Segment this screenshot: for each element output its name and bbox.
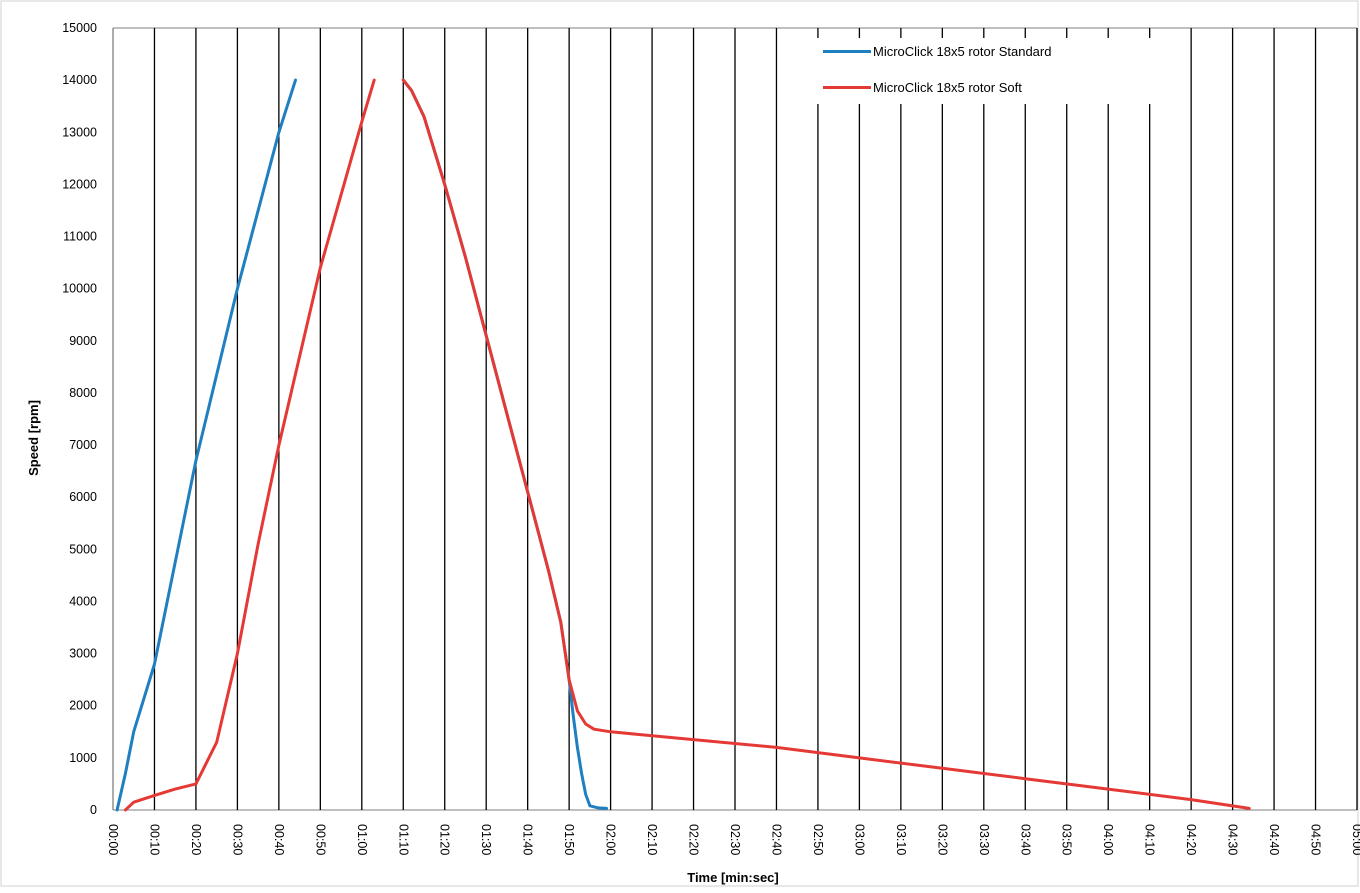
series-lines [115, 78, 1251, 812]
x-tick-label: 03:00 [852, 824, 866, 855]
x-tick-label: 02:30 [728, 824, 742, 855]
y-tick-label: 7000 [69, 438, 97, 452]
x-tick-label: 03:40 [1018, 824, 1032, 855]
x-tick-label: 02:10 [645, 824, 659, 855]
x-tick-label: 03:50 [1060, 824, 1074, 855]
legend-label-standard: MicroClick 18x5 rotor Standard [873, 43, 1052, 59]
x-axis-ticks: 00:00 00:10 00:20 00:30 00:40 00:50 01:00 01:10… [106, 824, 1360, 855]
y-tick-label: 3000 [69, 647, 97, 661]
x-tick-label: 03:30 [977, 824, 991, 855]
y-tick-label: 12000 [62, 177, 97, 191]
series-line-soft [123, 78, 1251, 812]
y-tick-label: 4000 [69, 594, 97, 608]
y-tick-label: 2000 [69, 699, 97, 713]
x-tick-label: 00:30 [230, 824, 244, 855]
x-tick-label: 04:30 [1226, 824, 1240, 855]
x-tick-label: 01:20 [438, 824, 452, 855]
x-tick-label: 05:00 [1350, 824, 1360, 855]
x-tick-label: 02:50 [811, 824, 825, 855]
y-tick-label: 6000 [69, 490, 97, 504]
x-tick-label: 04:50 [1309, 824, 1323, 855]
x-tick-label: 01:40 [521, 824, 535, 855]
y-axis-label: Speed [rpm] [26, 400, 41, 476]
y-tick-label: 5000 [69, 542, 97, 556]
x-tick-label: 04:20 [1184, 824, 1198, 855]
y-tick-label: 13000 [62, 125, 97, 139]
x-tick-label: 02:20 [687, 824, 701, 855]
legend: MicroClick 18x5 rotor Standard MicroClic… [795, 38, 1165, 104]
x-tick-label: 04:00 [1101, 824, 1115, 855]
x-tick-label: 01:00 [355, 824, 369, 855]
x-tick-label: 04:10 [1143, 824, 1157, 855]
x-tick-label: 02:00 [604, 824, 618, 855]
x-tick-label: 04:40 [1267, 824, 1281, 855]
legend-swatch-soft [823, 85, 871, 89]
x-tick-label: 00:00 [106, 824, 120, 855]
y-tick-label: 9000 [69, 334, 97, 348]
legend-label-soft: MicroClick 18x5 rotor Soft [873, 79, 1022, 95]
x-tick-label: 01:10 [396, 824, 410, 855]
x-tick-label: 00:20 [189, 824, 203, 855]
y-tick-label: 10000 [62, 282, 97, 296]
legend-item-soft: MicroClick 18x5 rotor Soft [823, 77, 1022, 97]
x-tick-label: 00:40 [272, 824, 286, 855]
y-tick-label: 1000 [69, 751, 97, 765]
y-tick-label: 8000 [69, 386, 97, 400]
x-tick-label: 01:30 [479, 824, 493, 855]
y-tick-label: 0 [90, 803, 97, 817]
y-axis-ticks: 0 1000 2000 3000 4000 5000 6000 7000 8000 9000 100… [62, 21, 97, 817]
x-tick-label: 02:40 [769, 824, 783, 855]
x-tick-label: 00:50 [313, 824, 327, 855]
x-axis-label: Time [min:sec] [687, 870, 779, 885]
y-tick-label: 11000 [63, 230, 97, 244]
x-tick-label: 00:10 [147, 824, 161, 855]
legend-swatch-standard [823, 49, 871, 53]
x-tick-label: 03:10 [894, 824, 908, 855]
y-tick-label: 15000 [62, 21, 97, 35]
legend-item-standard: MicroClick 18x5 rotor Standard [823, 41, 1051, 61]
x-tick-label: 01:50 [562, 824, 576, 855]
y-tick-label: 14000 [62, 73, 97, 87]
x-tick-label: 03:20 [935, 824, 949, 855]
